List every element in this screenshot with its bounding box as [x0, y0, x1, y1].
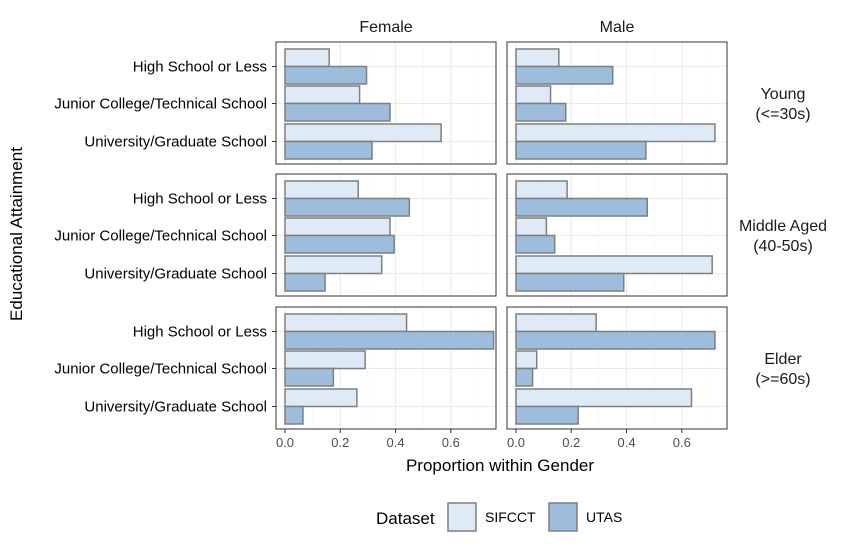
bar-sifcct [284, 123, 442, 143]
bar-sifcct [284, 48, 330, 68]
y-tick-label: High School or Less [133, 59, 267, 76]
bar-sifcct [284, 313, 408, 333]
bar-sifcct [515, 48, 560, 68]
row-strip-label: Middle Aged [739, 218, 827, 235]
x-tick-label: 0.4 [386, 435, 404, 450]
panel-middle-female [275, 173, 497, 297]
y-tick-label: Junior College/Technical School [54, 228, 267, 245]
bar-sifcct [515, 123, 716, 143]
y-tick-label: High School or Less [133, 191, 267, 208]
x-tick-label: 0.4 [617, 435, 635, 450]
bar-utas [284, 140, 373, 160]
y-tick-label: University/Graduate School [84, 266, 267, 283]
bar-sifcct [284, 350, 366, 370]
bar-sifcct [284, 85, 361, 105]
y-tick-label: Junior College/Technical School [54, 96, 267, 113]
bar-utas [515, 367, 534, 387]
y-tick-label: University/Graduate School [84, 134, 267, 151]
bar-sifcct [515, 313, 597, 333]
legend-key-utas [548, 502, 578, 532]
panel-elder-female [275, 306, 497, 430]
y-tick-label: High School or Less [133, 324, 267, 341]
panel-young-female [275, 41, 497, 165]
bar-sifcct [515, 255, 713, 275]
bar-utas [284, 272, 326, 292]
bar-sifcct [515, 217, 548, 237]
bar-utas [515, 140, 647, 160]
bar-utas [284, 234, 395, 254]
legend: Dataset SIFCCT UTAS [376, 502, 622, 532]
bar-sifcct [284, 217, 391, 237]
bar-utas [284, 102, 391, 122]
bar-sifcct [284, 180, 359, 200]
bar-sifcct [515, 180, 568, 200]
bar-utas [515, 234, 556, 254]
panel-border [506, 306, 728, 430]
legend-label-sifcct: SIFCCT [485, 509, 536, 525]
column-strip-label: Male [600, 19, 635, 36]
panel-middle-male [506, 173, 728, 297]
bar-utas [515, 65, 614, 85]
bar-utas [515, 197, 648, 217]
bar-sifcct [515, 350, 538, 370]
bar-utas [515, 272, 625, 292]
x-tick-label: 0.0 [276, 435, 294, 450]
x-tick-label: 0.6 [673, 435, 691, 450]
bar-sifcct [515, 388, 693, 408]
bar-sifcct [515, 85, 552, 105]
row-strip-label: (<=30s) [755, 106, 810, 123]
row-strip-label: Young [761, 86, 806, 103]
bar-utas [284, 65, 368, 85]
x-tick-label: 0.0 [507, 435, 525, 450]
column-strip-label: Female [359, 19, 412, 36]
panel-border [506, 41, 728, 165]
y-tick-label: Junior College/Technical School [54, 361, 267, 378]
row-strip-label: (>=60s) [755, 371, 810, 388]
legend-label-utas: UTAS [586, 509, 622, 525]
bar-utas [515, 102, 567, 122]
x-tick-label: 0.6 [442, 435, 460, 450]
bar-utas [284, 197, 411, 217]
panel-young-male [506, 41, 728, 165]
bar-utas [284, 367, 335, 387]
panel-border [506, 173, 728, 297]
x-axis-title: Proportion within Gender [406, 456, 594, 475]
bar-utas [515, 330, 716, 350]
panels-layer [275, 41, 728, 430]
row-strip-label: Elder [764, 351, 802, 368]
bar-sifcct [284, 388, 358, 408]
legend-key-sifcct [447, 502, 477, 532]
row-strip-label: (40-50s) [753, 238, 813, 255]
bar-utas [284, 405, 304, 425]
panel-elder-male [506, 306, 728, 430]
y-axis-title: Educational Attainment [7, 147, 26, 321]
bar-sifcct [284, 255, 383, 275]
bar-utas [284, 330, 495, 350]
bar-utas [515, 405, 579, 425]
y-tick-label: University/Graduate School [84, 399, 267, 416]
legend-title: Dataset [376, 509, 435, 528]
x-tick-label: 0.2 [562, 435, 580, 450]
x-tick-label: 0.2 [331, 435, 349, 450]
labels-layer: High School or Less Junior College/Techni… [54, 19, 827, 450]
